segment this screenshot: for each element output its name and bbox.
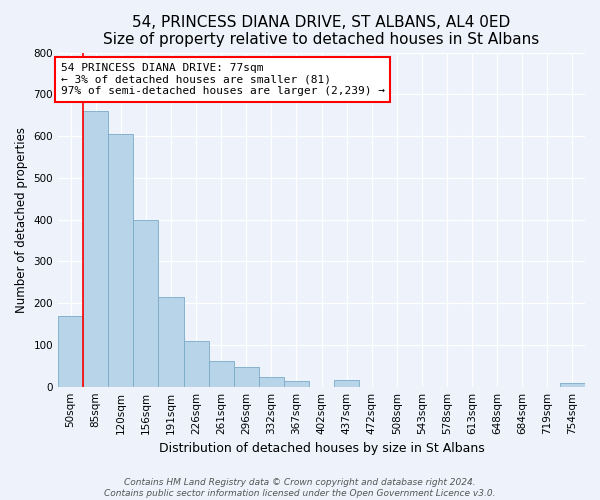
Y-axis label: Number of detached properties: Number of detached properties xyxy=(15,126,28,312)
Title: 54, PRINCESS DIANA DRIVE, ST ALBANS, AL4 0ED
Size of property relative to detach: 54, PRINCESS DIANA DRIVE, ST ALBANS, AL4… xyxy=(103,15,539,48)
Bar xyxy=(158,297,184,386)
Text: Contains HM Land Registry data © Crown copyright and database right 2024.
Contai: Contains HM Land Registry data © Crown c… xyxy=(104,478,496,498)
Bar xyxy=(334,380,359,386)
Bar xyxy=(108,134,133,386)
Text: 54 PRINCESS DIANA DRIVE: 77sqm
← 3% of detached houses are smaller (81)
97% of s: 54 PRINCESS DIANA DRIVE: 77sqm ← 3% of d… xyxy=(61,63,385,96)
Bar xyxy=(184,341,209,386)
Bar xyxy=(233,368,259,386)
Bar xyxy=(259,378,284,386)
Bar xyxy=(83,111,108,386)
Bar xyxy=(209,361,233,386)
X-axis label: Distribution of detached houses by size in St Albans: Distribution of detached houses by size … xyxy=(158,442,484,455)
Bar xyxy=(58,316,83,386)
Bar xyxy=(284,381,309,386)
Bar xyxy=(133,220,158,386)
Bar xyxy=(560,384,585,386)
